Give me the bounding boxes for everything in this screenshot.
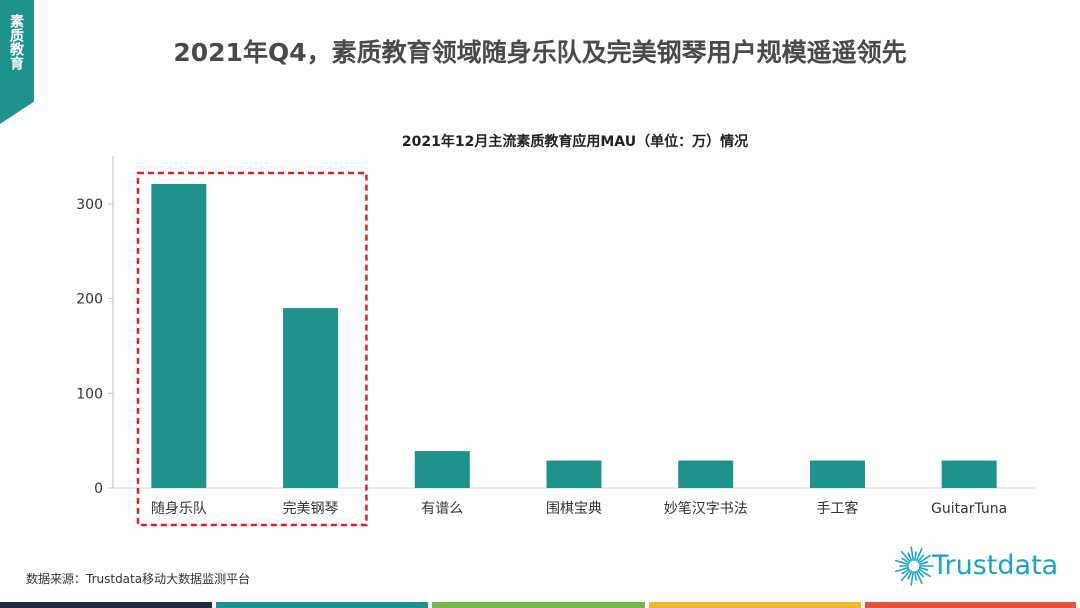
- y-tick-label: 300: [76, 197, 103, 213]
- x-tick-label: 手工客: [816, 500, 858, 517]
- sunburst-ray: [918, 554, 931, 564]
- sunburst-ray: [910, 571, 914, 586]
- section-tab: 素质教育: [0, 0, 34, 124]
- bottom-color-bar: [0, 602, 1080, 608]
- bar: [151, 183, 207, 488]
- bottom-bar-segment: [648, 602, 861, 608]
- sunburst-ray: [917, 569, 924, 578]
- bar: [809, 460, 865, 488]
- sunburst-icon: [894, 546, 934, 586]
- x-tick-label: 随身乐队: [151, 501, 207, 517]
- brand-logo: Trustdata: [892, 534, 1072, 594]
- page-title: 2021年Q4，素质教育领域随身乐队及完美钢琴用户规模遥遥领先: [173, 38, 907, 67]
- sunburst-ray: [914, 571, 917, 581]
- sunburst-ray: [918, 566, 929, 571]
- x-tick-label: 妙笔汉字书法: [664, 501, 748, 517]
- sunburst-ray: [918, 568, 931, 578]
- y-tick-label: 200: [76, 292, 103, 308]
- bottom-bar-segment: [864, 602, 1077, 608]
- x-tick-label: 完美钢琴: [283, 501, 339, 517]
- bar: [414, 451, 470, 488]
- sunburst-ray: [917, 554, 924, 563]
- section-tab-label: 素质教育: [8, 14, 24, 70]
- bar: [546, 460, 602, 488]
- bar: [283, 308, 339, 488]
- chart-title: 2021年12月主流素质教育应用MAU（单位：万）情况: [401, 134, 749, 150]
- brand-name: Trustdata: [932, 550, 1059, 581]
- sunburst-ray: [918, 561, 929, 566]
- sunburst-ray: [900, 550, 911, 563]
- sunburst-ray: [901, 568, 910, 575]
- sunburst-ray: [914, 551, 917, 561]
- bottom-bar-segment: [432, 602, 645, 608]
- sunburst-ray: [907, 552, 913, 562]
- bar: [941, 460, 997, 488]
- sunburst-ray: [907, 570, 913, 580]
- sunburst-ray: [915, 547, 923, 562]
- sunburst-ray: [894, 559, 910, 566]
- y-tick-label: 0: [94, 481, 103, 497]
- sunburst-ray: [900, 569, 911, 582]
- y-tick-label: 100: [76, 386, 103, 402]
- sunburst-ray: [910, 546, 914, 561]
- x-tick-label: 围棋宝典: [546, 501, 602, 517]
- bar: [678, 460, 734, 488]
- sunburst-ray: [915, 570, 923, 585]
- source-note: 数据来源：Trustdata移动大数据监测平台: [26, 572, 251, 586]
- x-tick-label: GuitarTuna: [931, 501, 1007, 517]
- x-tick-label: 有谱么: [421, 501, 463, 517]
- bottom-bar-segment: [216, 602, 429, 608]
- sunburst-ray: [894, 566, 910, 573]
- highlight-box: [136, 171, 368, 527]
- sunburst-ray: [901, 557, 910, 564]
- bottom-bar-segment: [0, 602, 213, 608]
